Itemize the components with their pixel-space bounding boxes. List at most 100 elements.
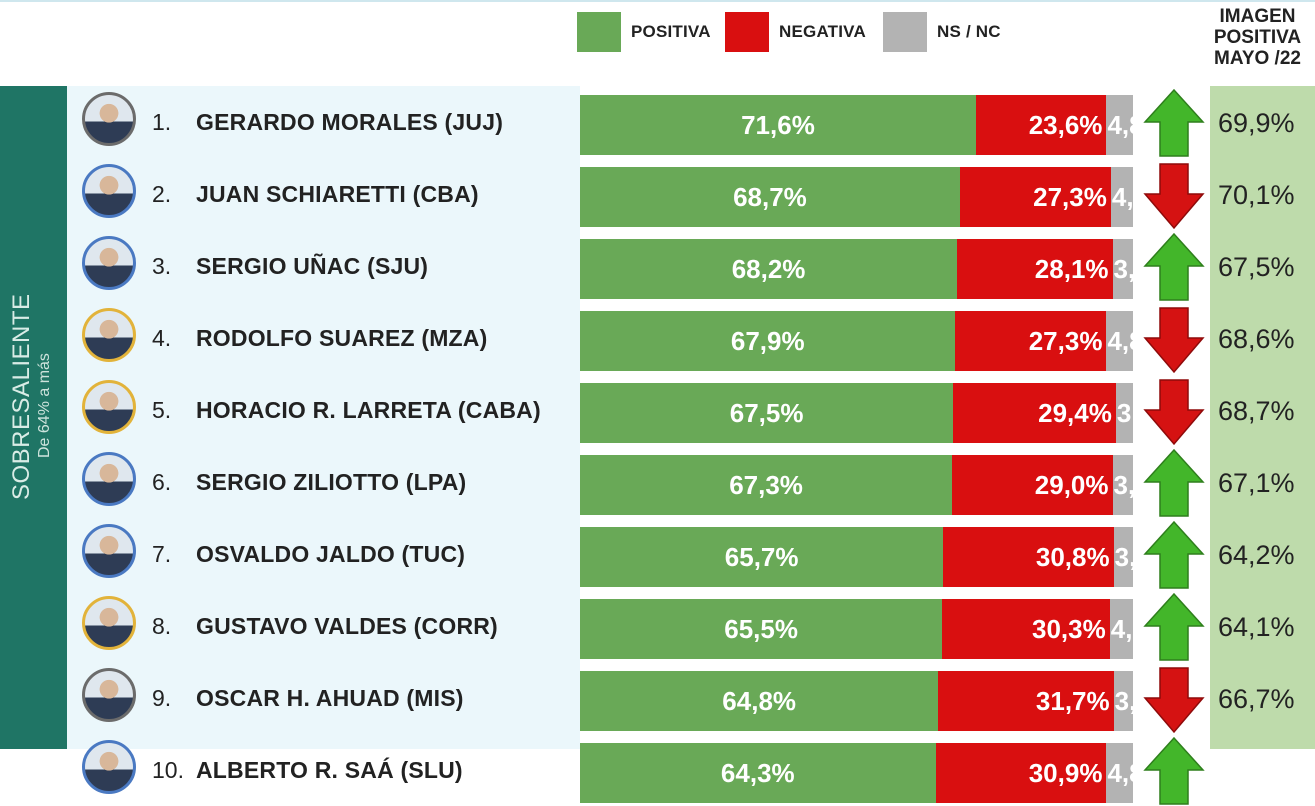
label-negative: 30,8%: [1035, 542, 1110, 572]
rank-number: 8.: [152, 613, 172, 639]
previous-value: 69,9%: [1218, 108, 1295, 138]
label-nsnc: 4,8%: [1107, 110, 1133, 140]
bar-negative: [955, 311, 1107, 371]
arrow-up-icon: [1143, 736, 1205, 805]
label-nsnc: 3,5%: [1114, 542, 1133, 572]
label-negative: 30,3%: [1032, 614, 1106, 644]
previous-value: 67,5%: [1218, 252, 1295, 282]
label-nsnc: 4,8%: [1107, 326, 1133, 356]
previous-value: 68,7%: [1218, 396, 1295, 426]
legend-label-nsnc: NS / NC: [937, 22, 1001, 41]
category-sidebar: [0, 86, 67, 749]
governor-name: SERGIO UÑAC (SJU): [196, 253, 429, 279]
table-row: 9. OSCAR H. AHUAD (MIS) 64,8% 31,7%3,5% 66,7…: [0, 664, 1315, 734]
stacked-bar: 68,2% 28,1%3,7%: [580, 239, 1133, 299]
label-positive: 64,8%: [722, 686, 797, 716]
label-positive: 65,5%: [724, 614, 798, 644]
rank-number: 7.: [152, 541, 172, 567]
bar-negative: [953, 383, 1116, 443]
bar-negative: [957, 239, 1113, 299]
stacked-bar: 71,6% 23,6%4,8%: [580, 95, 1133, 155]
bar-positive: [580, 671, 939, 731]
label-positive: 68,7%: [733, 182, 807, 212]
rank-number: 10.: [152, 757, 184, 783]
stacked-bar: 67,9% 27,3%4,8%: [580, 311, 1133, 371]
governor-name: GERARDO MORALES (JUJ): [196, 109, 504, 135]
legend-swatch-nsnc: [883, 12, 927, 52]
table-row: 8. GUSTAVO VALDES (CORR) 65,5% 30,3%4,2% 64,…: [0, 592, 1315, 662]
previous-value: 70,1%: [1218, 180, 1295, 210]
bar-nsnc: [1106, 311, 1133, 371]
arrow-up-icon: [1143, 592, 1205, 661]
governor-name: ALBERTO R. SAÁ (SLU): [196, 757, 463, 783]
label-positive: 71,6%: [741, 110, 815, 140]
label-positive: 65,7%: [724, 542, 799, 572]
legend-negative: NEGATIVA: [725, 12, 866, 52]
table-row: 1. GERARDO MORALES (JUJ) 71,6% 23,6%4,8% 69,…: [0, 88, 1315, 158]
legend-label-positive: POSITIVA: [631, 22, 711, 41]
bar-nsnc: [1113, 527, 1133, 587]
label-positive: 67,3%: [729, 470, 803, 500]
label-nsnc: 3,7%: [1113, 254, 1133, 284]
arrow-up-icon: [1143, 232, 1205, 301]
label-nsnc: 4,8%: [1107, 758, 1133, 788]
header-line-1: IMAGEN: [1219, 6, 1296, 27]
label-negative: 29,0%: [1034, 470, 1109, 500]
avatar-icon: [82, 308, 136, 362]
avatar-icon: [82, 668, 136, 722]
bar-nsnc: [1113, 671, 1133, 731]
label-nsnc: 4,2%: [1110, 614, 1133, 644]
label-positive: 68,2%: [731, 254, 806, 284]
avatar-icon: [82, 164, 136, 218]
label-nsnc: 3,1%: [1116, 398, 1133, 428]
bar-nsnc: [1115, 383, 1133, 443]
rank-number: 3.: [152, 253, 172, 279]
bar-nsnc: [1110, 167, 1133, 227]
label-negative: 23,6%: [1028, 110, 1103, 140]
previous-value: 67,1%: [1218, 468, 1295, 498]
label-nsnc: 4,0%: [1111, 182, 1133, 212]
header-line-3: MAYO /22: [1214, 48, 1301, 69]
previous-value: 68,6%: [1218, 324, 1295, 354]
arrow-up-icon: [1143, 88, 1205, 157]
rank-number: 2.: [152, 181, 172, 207]
avatar-icon: [82, 524, 136, 578]
bar-nsnc: [1106, 95, 1133, 155]
stacked-bar: 67,3% 29,0%3,7%: [580, 455, 1133, 515]
label-positive: 67,5%: [729, 398, 804, 428]
bar-negative: [975, 95, 1107, 155]
rank-number: 6.: [152, 469, 172, 495]
legend-label-negative: NEGATIVA: [779, 22, 866, 41]
avatar-icon: [82, 92, 136, 146]
previous-values-panel: [1210, 86, 1315, 749]
table-row: 4. RODOLFO SUAREZ (MZA) 67,9% 27,3%4,8% 68,6…: [0, 304, 1315, 374]
bar-positive: [580, 455, 953, 515]
legend-swatch-positive: [577, 12, 621, 52]
label-negative: 31,7%: [1035, 686, 1110, 716]
stacked-bar: 68,7% 27,3%4,0%: [580, 167, 1133, 227]
stacked-bar: 64,3% 30,9%4,8%: [580, 743, 1133, 803]
header-line-2: POSITIVA: [1213, 27, 1302, 48]
label-negative: 28,1%: [1034, 254, 1109, 284]
governor-name: OSCAR H. AHUAD (MIS): [196, 685, 464, 711]
legend-nsnc: NS / NC: [883, 12, 1001, 52]
table-row: 3. SERGIO UÑAC (SJU) 68,2% 28,1%3,7% 67,5%: [0, 232, 1315, 302]
stacked-bar: 65,7% 30,8%3,5%: [580, 527, 1133, 587]
previous-value: 64,1%: [1218, 612, 1295, 642]
label-nsnc: 3,5%: [1114, 686, 1133, 716]
bar-nsnc: [1109, 599, 1133, 659]
avatar-icon: [82, 452, 136, 506]
bar-negative: [938, 671, 1114, 731]
avatar-icon: [82, 596, 136, 650]
bar-positive: [580, 599, 943, 659]
previous-value: 66,7%: [1218, 684, 1295, 714]
governor-name: OSVALDO JALDO (TUC): [196, 541, 466, 567]
names-panel: [67, 86, 580, 749]
legend-swatch-negative: [725, 12, 769, 52]
legend-positive: POSITIVA: [577, 12, 711, 52]
avatar-icon: [82, 740, 136, 794]
stacked-bar: 65,5% 30,3%4,2%: [580, 599, 1133, 659]
bar-positive: [580, 239, 958, 299]
bar-negative: [942, 599, 1110, 659]
bar-positive: [580, 311, 956, 371]
